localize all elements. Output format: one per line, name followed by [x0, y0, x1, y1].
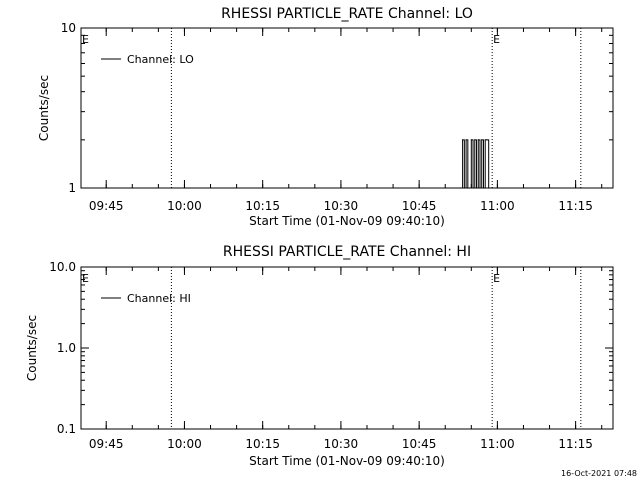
x-tick-label: 10:15 — [245, 199, 280, 213]
x-axis-label: Start Time (01-Nov-09 09:40:10) — [249, 214, 445, 228]
data-point — [468, 187, 471, 189]
data-point — [477, 139, 479, 141]
chart-title: RHESSI PARTICLE_RATE Channel: LO — [221, 6, 473, 22]
data-point — [465, 139, 467, 141]
data-point — [462, 139, 464, 141]
data-point — [463, 187, 465, 189]
y-tick-label: 1.0 — [57, 341, 76, 355]
data-point — [474, 139, 476, 141]
x-tick-label: 11:15 — [558, 199, 593, 213]
x-tick-label: 09:45 — [89, 199, 124, 213]
data-point — [484, 139, 486, 141]
x-tick-label: 11:00 — [480, 199, 515, 213]
y-tick-label: 10 — [61, 21, 76, 35]
x-tick-label: 11:00 — [480, 437, 515, 451]
data-point — [467, 187, 469, 189]
x-tick-label: 10:45 — [402, 199, 437, 213]
data-point — [482, 187, 485, 189]
data-point — [486, 139, 488, 141]
data-point — [475, 187, 478, 189]
x-tick-label: 10:00 — [167, 437, 202, 451]
chart-title: RHESSI PARTICLE_RATE Channel: HI — [223, 244, 471, 260]
event-marker-label: E — [493, 33, 500, 46]
data-point — [479, 187, 481, 189]
data-point — [460, 187, 462, 189]
chart-panel-lo: RHESSI PARTICLE_RATE Channel: LO 09:45 10:… — [37, 6, 614, 228]
x-tick-label: 10:00 — [167, 199, 202, 213]
plot-frame — [80, 27, 614, 189]
event-marker-label: E — [82, 33, 89, 46]
y-tick-label: 1 — [68, 181, 76, 195]
event-marker-label: E — [493, 272, 500, 285]
x-axis-label: Start Time (01-Nov-09 09:40:10) — [249, 454, 445, 468]
series-line-channel-lo — [460, 139, 490, 189]
x-tick-label: 10:30 — [324, 199, 359, 213]
y-tick-label: 10.0 — [49, 260, 76, 274]
legend-entry: Channel: LO — [127, 53, 194, 66]
y-tick-label: 0.1 — [57, 422, 76, 436]
event-marker-label: E — [82, 272, 89, 285]
x-tick-label: 10:30 — [324, 437, 359, 451]
y-axis-label: Counts/sec — [37, 75, 51, 141]
data-point — [472, 187, 474, 189]
generated-timestamp: 16-Oct-2021 07:48 — [561, 469, 637, 478]
data-point — [470, 139, 472, 141]
x-tick-label: 11:15 — [558, 437, 593, 451]
x-tick-label: 09:45 — [89, 437, 124, 451]
x-tick-label: 10:45 — [402, 437, 437, 451]
chart-panel-hi: RHESSI PARTICLE_RATE Channel: HI 09:45 10:… — [25, 244, 614, 468]
legend-entry: Channel: HI — [127, 292, 191, 305]
y-axis-label: Counts/sec — [25, 315, 39, 381]
data-point — [488, 187, 490, 189]
data-point — [481, 139, 483, 141]
x-tick-label: 10:15 — [245, 437, 280, 451]
